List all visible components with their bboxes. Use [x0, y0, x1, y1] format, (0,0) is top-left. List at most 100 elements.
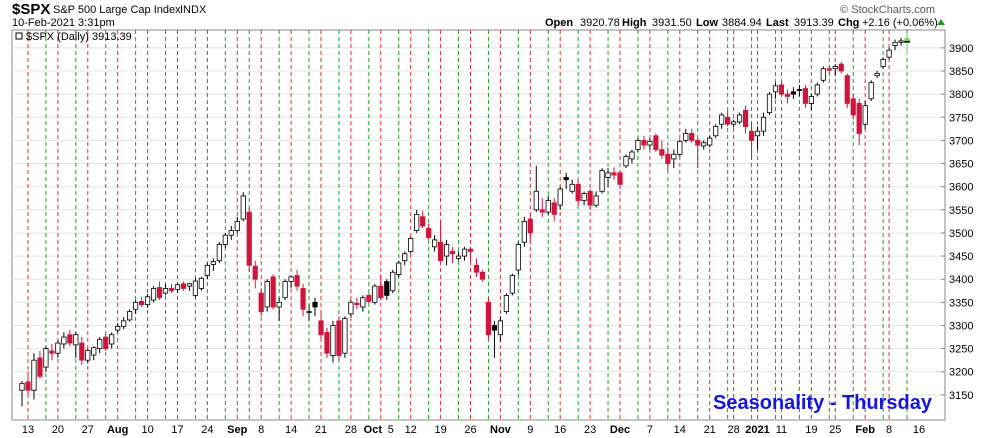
candle-body [186, 283, 193, 287]
candle-body [719, 114, 725, 125]
candle-body [766, 93, 773, 114]
candle-body [742, 109, 749, 127]
candle [372, 283, 378, 305]
y-tick-label: 3300 [949, 320, 973, 332]
candle [25, 371, 31, 395]
candle-body [49, 350, 55, 354]
candle [784, 89, 791, 104]
candle [671, 149, 677, 169]
candle [479, 269, 486, 282]
plot-frame [11, 29, 946, 421]
chart-index-name: S&P 500 Large Cap Index [53, 4, 181, 16]
candle [91, 346, 97, 361]
x-tick-label: 28 [727, 424, 739, 436]
candle-body [246, 211, 252, 266]
candle-body [569, 183, 575, 192]
x-tick-label: 19 [805, 424, 817, 436]
candle [641, 135, 647, 150]
candle [760, 112, 767, 136]
candle [103, 333, 109, 351]
candle [737, 112, 743, 125]
candle-body [25, 381, 31, 391]
candle-body [31, 359, 37, 391]
candle-body [138, 301, 145, 306]
candle [37, 350, 43, 379]
candle [473, 258, 480, 277]
candle [85, 348, 91, 364]
candle [796, 84, 803, 97]
candle [904, 33, 911, 55]
candle-body [808, 96, 814, 104]
candle-body [360, 297, 366, 308]
candle-body [156, 287, 163, 299]
candle-body [814, 84, 820, 95]
candle-body [306, 311, 312, 313]
y-tick-label: 3450 [949, 251, 973, 263]
candle [808, 94, 814, 111]
candle [719, 112, 725, 129]
candle-body [593, 195, 599, 206]
x-tick-label: 5 [388, 424, 394, 436]
candle-body [198, 277, 204, 289]
x-tick-label: 20 [52, 424, 64, 436]
candle [838, 61, 844, 74]
candle-body [121, 320, 127, 327]
candle [575, 179, 581, 206]
candle [396, 260, 402, 277]
candle-body [168, 288, 175, 292]
candle-body [144, 296, 151, 306]
candle [503, 293, 509, 314]
candle [210, 258, 216, 271]
candle-body [276, 301, 282, 308]
candle [850, 94, 856, 120]
candle-body [73, 334, 79, 346]
candle [778, 82, 785, 97]
candle-body [796, 89, 803, 91]
candle-body [210, 261, 216, 265]
candle [31, 353, 37, 400]
candle-body [109, 334, 115, 345]
candle [695, 138, 701, 169]
candle-body [270, 276, 276, 308]
candle-body [874, 72, 880, 77]
candle [366, 293, 372, 304]
candle-body [892, 41, 898, 46]
candle-body [103, 336, 109, 350]
candle-body [868, 82, 874, 100]
candle-body [760, 116, 767, 132]
candle [300, 283, 306, 317]
candle [653, 133, 659, 152]
candle-body [856, 102, 862, 134]
candle [689, 128, 695, 143]
x-tick-label: 24 [201, 424, 213, 436]
candle [868, 80, 874, 102]
candle [497, 316, 504, 342]
candle-body [617, 172, 623, 185]
candle-body [216, 244, 222, 262]
candle [611, 167, 617, 180]
candle [677, 139, 683, 157]
candle-body [527, 218, 533, 234]
candle [683, 128, 689, 143]
candle-body [671, 153, 677, 160]
candle-body [461, 248, 468, 257]
candle-body [414, 214, 420, 232]
candle [862, 101, 868, 129]
candle [790, 87, 797, 99]
candle [551, 198, 557, 222]
x-tick-label: 19 [434, 424, 446, 436]
candle [252, 260, 258, 289]
candle-body [509, 275, 515, 294]
candle-body [437, 241, 444, 262]
candle [67, 330, 73, 347]
candle [426, 223, 432, 240]
candle-body [133, 301, 139, 310]
candle [754, 126, 761, 150]
candle-body [820, 68, 826, 81]
open-value: 3920.78 [580, 17, 620, 29]
candle-body [127, 311, 133, 321]
candle [186, 282, 193, 291]
candle [55, 340, 61, 358]
candle-body [43, 348, 49, 368]
candle-body [318, 320, 324, 336]
